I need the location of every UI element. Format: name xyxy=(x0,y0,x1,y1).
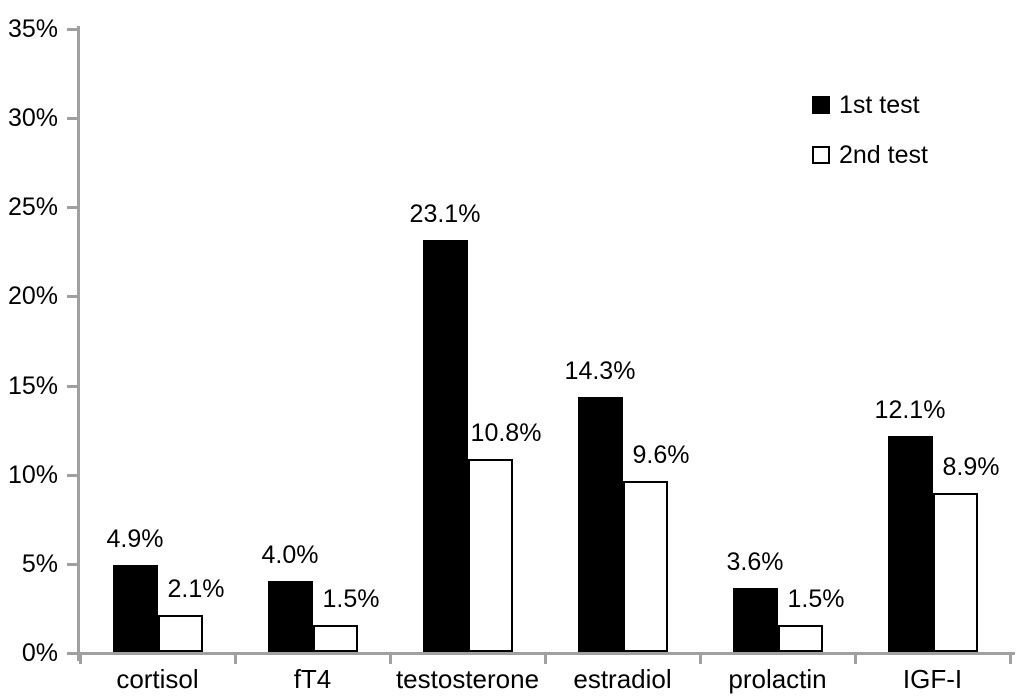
bar-2nd-test-cortisol xyxy=(157,614,203,652)
value-label-2nd-test-testosterone: 10.8% xyxy=(470,419,542,448)
bar-1st-test-prolactin xyxy=(732,587,778,652)
value-label-2nd-test-prolactin: 1.5% xyxy=(787,585,845,614)
y-tick-25 xyxy=(67,206,80,210)
value-label-1st-test-prolactin: 3.6% xyxy=(726,547,784,576)
x-tick-4 xyxy=(698,652,702,664)
x-tick-1 xyxy=(233,652,237,664)
y-axis-label-10: 10% xyxy=(7,460,58,489)
value-label-2nd-test-ft4: 1.5% xyxy=(322,585,380,614)
legend-label-2nd-test: 2nd test xyxy=(839,141,928,169)
x-tick-0 xyxy=(78,652,82,664)
category-label-prolactin: prolactin xyxy=(728,664,827,694)
value-label-2nd-test-igf-i: 8.9% xyxy=(942,453,1000,482)
bar-1st-test-estradiol xyxy=(577,397,623,652)
bar-2nd-test-estradiol xyxy=(622,480,668,652)
y-axis-line xyxy=(77,26,80,661)
value-label-2nd-test-estradiol: 9.6% xyxy=(632,440,690,469)
y-tick-0 xyxy=(67,652,80,655)
x-axis-line xyxy=(67,652,1015,655)
category-label-ft4: fT4 xyxy=(293,664,332,694)
bar-1st-test-ft4 xyxy=(267,580,313,652)
value-label-1st-test-estradiol: 14.3% xyxy=(564,357,636,386)
legend-label-1st-test: 1st test xyxy=(839,91,920,119)
y-tick-35 xyxy=(67,28,80,31)
category-label-estradiol: estradiol xyxy=(573,664,672,694)
x-tick-5 xyxy=(853,652,857,664)
category-label-igf-i: IGF-I xyxy=(902,664,963,694)
legend: 1st test 2nd test xyxy=(812,92,928,168)
open-square-icon xyxy=(812,146,830,164)
bar-2nd-test-testosterone xyxy=(467,459,513,652)
bar-2nd-test-prolactin xyxy=(777,625,823,652)
value-label-1st-test-testosterone: 23.1% xyxy=(409,200,481,229)
value-label-2nd-test-cortisol: 2.1% xyxy=(167,574,225,603)
category-label-cortisol: cortisol xyxy=(116,664,199,694)
bar-2nd-test-ft4 xyxy=(312,625,358,652)
y-axis-label-30: 30% xyxy=(7,104,58,133)
x-tick-6 xyxy=(1008,652,1012,664)
y-tick-10 xyxy=(67,473,80,477)
y-tick-5 xyxy=(67,562,80,566)
y-tick-30 xyxy=(67,117,80,121)
bar-1st-test-igf-i xyxy=(887,436,933,652)
y-axis-label-25: 25% xyxy=(7,193,58,222)
x-tick-3 xyxy=(543,652,547,664)
x-tick-2 xyxy=(388,652,392,664)
category-label-testosterone: testosterone xyxy=(395,664,540,694)
y-axis-label-35: 35% xyxy=(7,15,58,43)
bar-2nd-test-igf-i xyxy=(932,493,978,652)
y-axis-label-0: 0% xyxy=(21,639,58,667)
y-axis-label-5: 5% xyxy=(21,549,58,578)
bar-1st-test-cortisol xyxy=(112,564,158,652)
value-label-1st-test-ft4: 4.0% xyxy=(261,540,319,569)
y-axis-label-15: 15% xyxy=(7,371,58,400)
bar-1st-test-testosterone xyxy=(422,240,468,652)
value-label-1st-test-igf-i: 12.1% xyxy=(874,396,946,425)
legend-item-1st-test: 1st test xyxy=(812,92,928,118)
legend-item-2nd-test: 2nd test xyxy=(812,142,928,168)
y-axis-label-20: 20% xyxy=(7,282,58,311)
filled-square-icon xyxy=(812,96,830,114)
y-tick-20 xyxy=(67,295,80,299)
y-tick-15 xyxy=(67,384,80,388)
value-label-1st-test-cortisol: 4.9% xyxy=(106,524,164,553)
